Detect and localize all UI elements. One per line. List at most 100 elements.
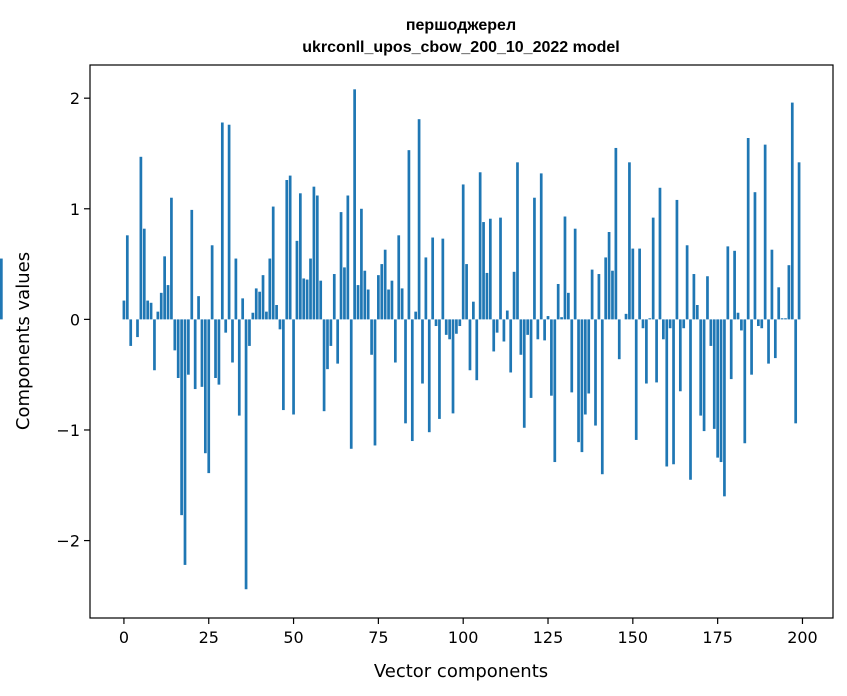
bar	[421, 319, 424, 384]
bar	[380, 264, 384, 320]
bar	[757, 319, 760, 327]
bar	[505, 310, 509, 320]
bar	[662, 319, 665, 340]
bar	[434, 319, 438, 327]
bar	[346, 195, 350, 320]
bar	[153, 319, 156, 371]
x-tick-label: 100	[448, 628, 479, 647]
bar	[244, 319, 248, 590]
bar	[451, 319, 455, 414]
bar	[475, 319, 479, 381]
bar	[502, 319, 506, 342]
bar	[414, 311, 418, 320]
x-tick-label: 50	[283, 628, 303, 647]
x-tick-label: 175	[702, 628, 733, 647]
bar	[353, 89, 356, 320]
bar	[187, 319, 190, 375]
bar	[668, 319, 672, 329]
bar	[458, 319, 462, 327]
bar	[156, 311, 160, 320]
bar	[743, 319, 747, 444]
bar	[309, 258, 312, 320]
bar	[726, 246, 730, 320]
bar	[231, 319, 234, 363]
bar	[780, 318, 784, 320]
bar	[377, 275, 380, 320]
bar	[784, 318, 787, 320]
bar	[706, 276, 709, 320]
bar	[665, 319, 669, 467]
bar	[288, 175, 292, 320]
bar	[441, 238, 445, 320]
bar	[614, 147, 618, 320]
bar	[577, 319, 580, 443]
bar	[529, 319, 533, 398]
bar	[146, 300, 150, 320]
bar	[149, 302, 153, 320]
x-tick-label: 25	[199, 628, 219, 647]
y-axis-ticks: −2 −1 0 1 2	[56, 89, 90, 551]
bar	[485, 272, 489, 320]
bar	[312, 186, 316, 320]
bar	[370, 319, 373, 355]
bar	[712, 319, 716, 429]
x-tick-label: 150	[618, 628, 649, 647]
bar	[268, 258, 272, 320]
bar	[512, 271, 516, 320]
bar	[431, 237, 435, 320]
x-tick-label: 200	[787, 628, 818, 647]
bar	[455, 319, 458, 334]
bar	[139, 156, 143, 320]
bar	[295, 240, 299, 320]
bar	[533, 197, 536, 320]
bar	[217, 319, 221, 385]
bar	[214, 319, 217, 378]
bar	[363, 270, 367, 320]
bar	[750, 319, 753, 375]
bar	[326, 319, 329, 370]
bar	[651, 217, 655, 320]
x-axis-ticks: 0 25 50 75 100 125 150 175 200	[119, 618, 818, 647]
y-axis-label: Components values	[13, 252, 34, 430]
bar	[672, 319, 675, 465]
bar	[729, 319, 733, 380]
bar	[220, 122, 224, 320]
bar	[410, 319, 414, 442]
bar	[258, 291, 261, 320]
bar	[587, 319, 591, 394]
bar	[282, 319, 285, 411]
bar	[604, 257, 608, 320]
bar	[638, 248, 641, 320]
bar	[563, 216, 567, 320]
bar	[658, 187, 662, 320]
bar	[689, 319, 692, 480]
x-tick-label: 0	[119, 628, 129, 647]
bar	[519, 319, 523, 355]
bar	[207, 319, 211, 474]
bar	[387, 289, 390, 320]
bar	[675, 199, 679, 320]
bar	[770, 249, 774, 320]
bar	[716, 319, 719, 458]
bar	[356, 285, 360, 320]
bar	[787, 265, 791, 320]
bar	[560, 317, 563, 320]
bar	[699, 319, 703, 416]
bar	[645, 319, 648, 384]
bar	[285, 180, 289, 320]
bar	[543, 319, 546, 341]
bar	[448, 319, 451, 340]
x-tick-label: 125	[533, 628, 564, 647]
bar	[607, 232, 611, 320]
bar	[773, 319, 777, 359]
y-tick-label: 0	[70, 310, 80, 329]
bar	[472, 301, 475, 320]
bar	[271, 206, 275, 320]
bar	[332, 274, 336, 320]
bar	[709, 319, 713, 346]
bar	[190, 209, 194, 320]
bar	[424, 257, 428, 320]
bar	[468, 319, 472, 371]
bar	[600, 319, 604, 475]
